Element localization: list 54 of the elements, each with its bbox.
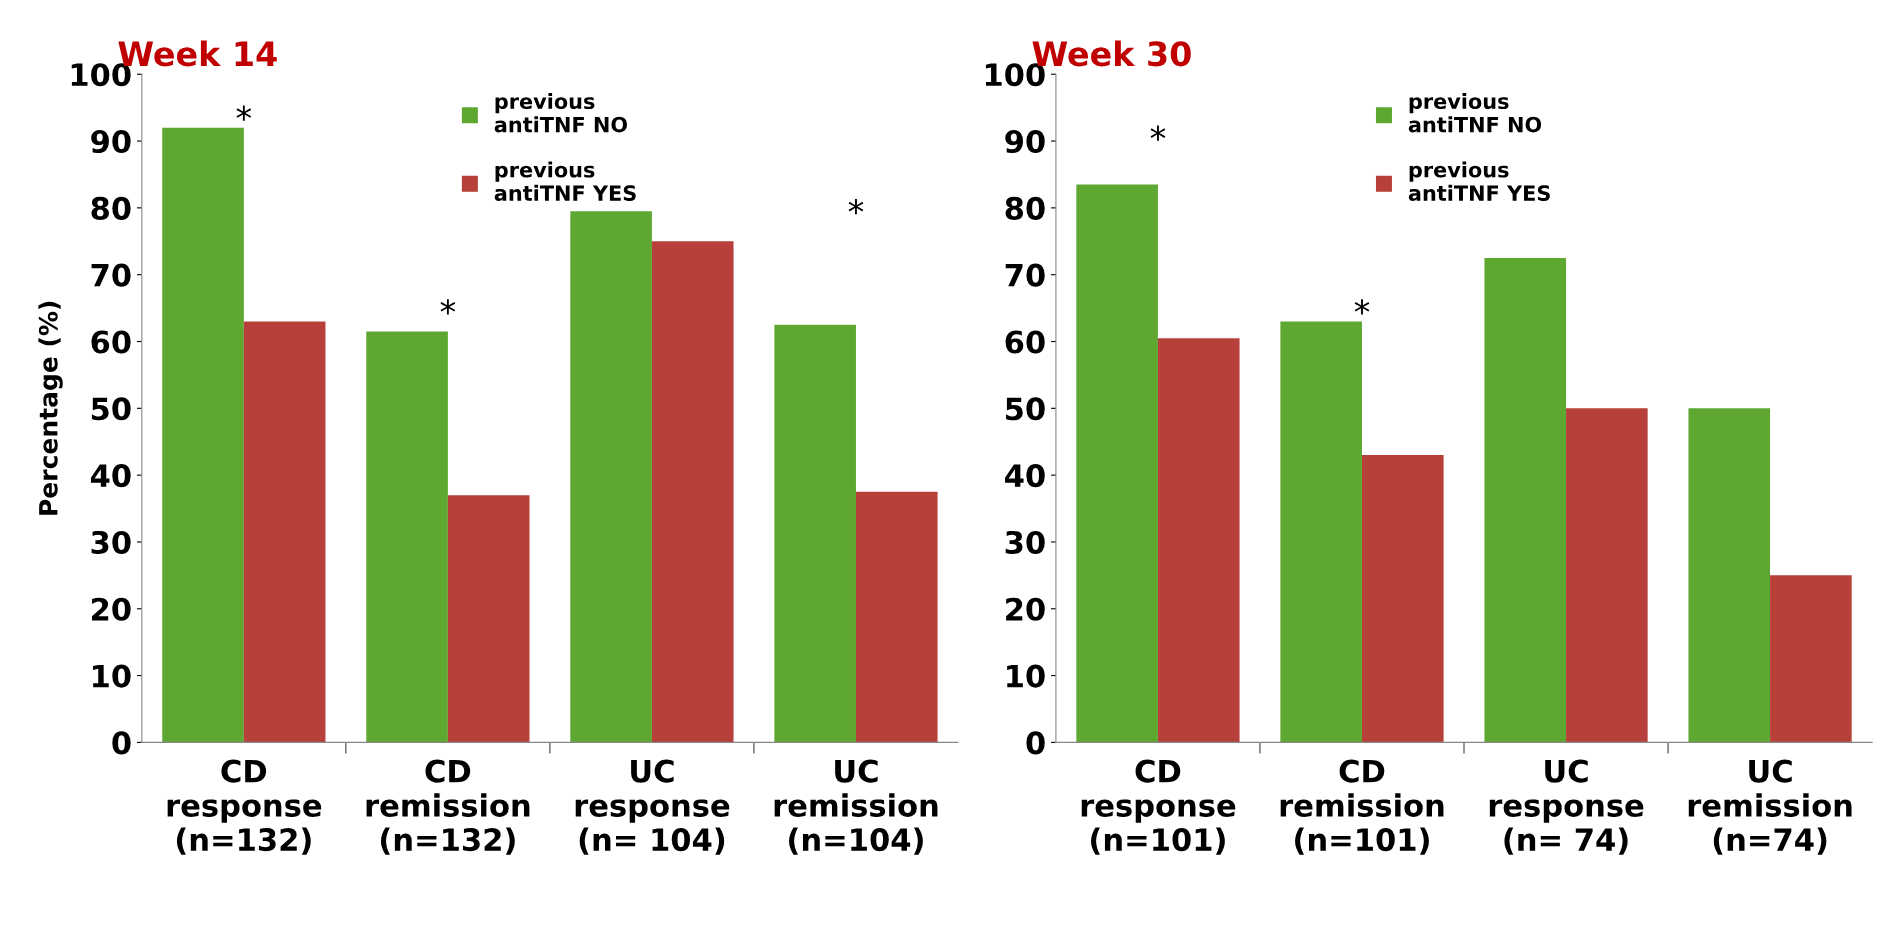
y-tick-label: 60 bbox=[91, 330, 131, 354]
bar bbox=[1484, 257, 1567, 743]
bar bbox=[243, 321, 326, 743]
y-tick-label: 70 bbox=[1005, 263, 1045, 287]
y-tick-label: 40 bbox=[1005, 464, 1045, 488]
x-tick-label: UC remission (n=104) bbox=[774, 759, 938, 855]
x-tick-label: CD remission (n=132) bbox=[366, 759, 530, 855]
bar bbox=[774, 324, 856, 743]
bar bbox=[1076, 184, 1158, 743]
annotation: * bbox=[1354, 299, 1370, 315]
y-tick-label: 50 bbox=[1006, 397, 1045, 421]
x-tick-label: CD remission (n=101) bbox=[1280, 759, 1444, 855]
bar bbox=[1157, 338, 1240, 743]
legend-label: previous antiTNF NO bbox=[1408, 92, 1542, 133]
bar bbox=[1770, 575, 1852, 743]
x-tick-label: UC remission (n=74) bbox=[1688, 759, 1852, 855]
bar bbox=[447, 495, 530, 743]
bar bbox=[366, 331, 448, 743]
annotation: * bbox=[440, 299, 456, 315]
y-tick-label: 30 bbox=[1005, 530, 1045, 554]
bar bbox=[162, 127, 244, 743]
bar bbox=[1566, 408, 1648, 743]
y-tick-label: 80 bbox=[91, 196, 131, 220]
y-tick-label: 20 bbox=[92, 597, 131, 621]
bar bbox=[1688, 408, 1771, 743]
x-tick-label: CD response (n=132) bbox=[167, 759, 322, 855]
y-tick-label: 0 bbox=[1026, 731, 1045, 755]
legend-label: previous antiTNF NO bbox=[494, 92, 628, 133]
bar bbox=[855, 491, 938, 743]
y-tick-label: 0 bbox=[112, 731, 131, 755]
y-tick-label: 30 bbox=[91, 530, 131, 554]
x-tick-label: UC response (n= 74) bbox=[1489, 759, 1644, 855]
y-tick-label: 20 bbox=[1006, 597, 1045, 621]
y-tick-label: 50 bbox=[91, 397, 131, 421]
annotation: * bbox=[236, 105, 252, 121]
bar bbox=[1280, 321, 1362, 743]
y-tick-label: 10 bbox=[93, 664, 131, 688]
y-tick-label: 40 bbox=[90, 464, 131, 488]
annotation: * bbox=[848, 199, 864, 215]
y-axis-title: Percentage (%) bbox=[38, 301, 63, 515]
legend-label: previous antiTNF YES bbox=[1408, 161, 1550, 201]
annotation: * bbox=[1150, 125, 1166, 141]
y-tick-label: 10 bbox=[1007, 664, 1045, 688]
y-tick-label: 80 bbox=[1005, 196, 1045, 220]
bar bbox=[651, 241, 734, 743]
y-tick-label: 70 bbox=[91, 263, 131, 287]
y-tick-label: 90 bbox=[1005, 129, 1045, 154]
x-tick-label: CD response (n=101) bbox=[1081, 759, 1236, 855]
y-tick-label: 60 bbox=[1005, 330, 1045, 354]
x-tick-label: UC response (n= 104) bbox=[575, 759, 730, 855]
bar bbox=[570, 211, 652, 743]
legend-label: previous antiTNF YES bbox=[494, 161, 636, 201]
bar bbox=[1361, 455, 1444, 743]
y-tick-label: 90 bbox=[91, 129, 131, 154]
